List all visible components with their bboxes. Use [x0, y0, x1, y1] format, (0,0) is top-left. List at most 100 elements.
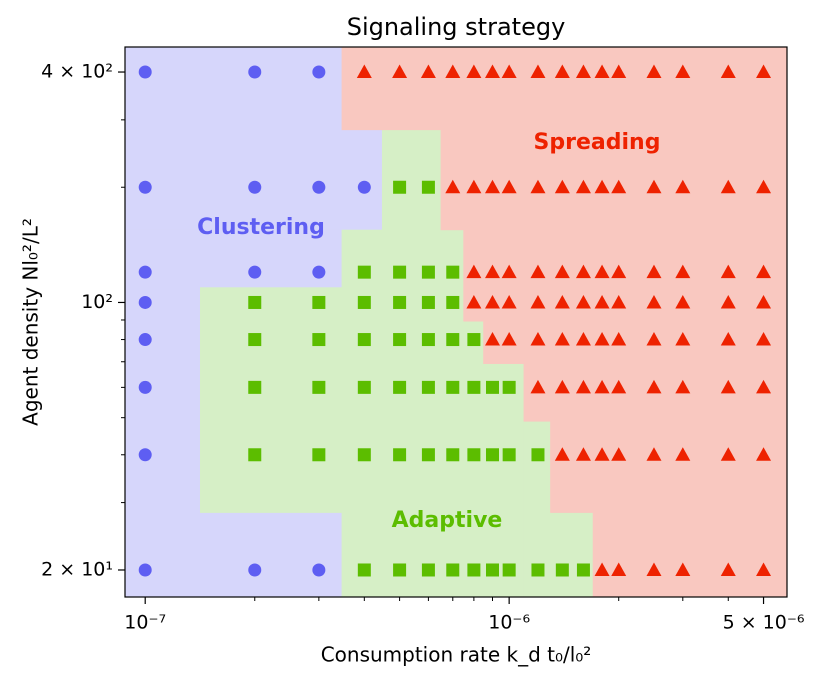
region-cell — [572, 421, 594, 513]
x-tick-label: 5 × 10⁻⁶ — [723, 612, 805, 634]
region-cell — [610, 229, 637, 288]
point — [756, 264, 772, 279]
point — [611, 179, 627, 194]
point — [446, 563, 460, 577]
region-cell — [381, 421, 415, 513]
region-cell — [199, 321, 288, 364]
region-cell — [745, 229, 788, 288]
region-cell — [572, 129, 594, 231]
region-cell — [440, 421, 464, 513]
point — [445, 179, 461, 194]
point — [248, 563, 262, 577]
point — [594, 332, 610, 346]
point — [484, 179, 500, 194]
x-axis-label: Consumption rate k_d t₀/l₀² — [321, 643, 592, 667]
region-cell — [286, 129, 343, 231]
region-cell — [636, 512, 669, 598]
point — [467, 333, 481, 347]
region-cell — [414, 421, 442, 513]
region-cell — [463, 129, 484, 231]
point — [356, 64, 372, 79]
x-tick-label: 10⁻⁶ — [488, 612, 530, 634]
region-cell — [199, 512, 288, 598]
point — [138, 563, 152, 577]
point — [466, 64, 482, 79]
region-cell — [550, 229, 574, 288]
region-cell — [199, 421, 288, 513]
point — [575, 64, 591, 79]
point — [484, 332, 500, 346]
region-cell — [125, 47, 201, 131]
point — [756, 332, 772, 346]
point — [501, 179, 517, 194]
point — [530, 294, 546, 309]
point — [421, 448, 435, 462]
axes: 10⁻⁷ 10⁻⁶ 5 × 10⁻⁶ 2 × 10¹ 10² 4 × 10² — [41, 46, 805, 634]
point — [756, 562, 772, 576]
point — [138, 295, 152, 309]
point — [393, 265, 407, 279]
point — [393, 333, 407, 347]
point — [554, 379, 570, 394]
point — [530, 179, 546, 194]
region-cell — [500, 512, 525, 598]
point — [138, 265, 152, 279]
point — [502, 448, 516, 462]
region-cell — [483, 47, 502, 131]
point — [646, 264, 662, 279]
point — [357, 295, 371, 309]
point — [485, 563, 499, 577]
region-cell — [414, 129, 442, 231]
region-cell — [381, 229, 415, 288]
point — [720, 64, 736, 79]
point — [611, 264, 627, 279]
region-cell — [592, 129, 611, 231]
region-cell — [125, 363, 201, 422]
point — [756, 64, 772, 79]
region-cell — [668, 47, 707, 131]
point — [594, 447, 610, 461]
y-tick-label: 2 × 10¹ — [41, 558, 113, 580]
point — [393, 563, 407, 577]
point — [675, 64, 691, 79]
point — [554, 332, 570, 346]
point — [445, 64, 461, 79]
region-cell — [550, 512, 574, 598]
region-cell — [483, 421, 502, 513]
point — [248, 65, 262, 79]
region-cell — [483, 129, 502, 231]
region-cell — [705, 512, 747, 598]
point — [611, 562, 627, 576]
point — [756, 294, 772, 309]
region-cell — [341, 129, 383, 231]
point — [502, 563, 516, 577]
point — [312, 295, 326, 309]
point — [611, 294, 627, 309]
point — [611, 379, 627, 394]
region-cell — [668, 421, 707, 513]
chart-title: Signaling strategy — [347, 13, 566, 41]
point — [312, 448, 326, 462]
point — [312, 333, 326, 347]
point — [554, 294, 570, 309]
point — [531, 563, 545, 577]
region-cell — [199, 229, 288, 288]
region-cell — [414, 229, 442, 288]
point — [675, 332, 691, 346]
region-cell — [592, 47, 611, 131]
region-cell — [705, 229, 747, 288]
region-cell — [668, 512, 707, 598]
region-cell — [610, 47, 637, 131]
point — [594, 179, 610, 194]
point — [393, 295, 407, 309]
point — [594, 562, 610, 576]
point — [675, 179, 691, 194]
point — [611, 64, 627, 79]
point — [675, 294, 691, 309]
region-cell — [705, 129, 747, 231]
point — [575, 379, 591, 394]
point — [467, 380, 481, 394]
region-cell — [745, 512, 788, 598]
point — [421, 295, 435, 309]
point — [248, 333, 262, 347]
